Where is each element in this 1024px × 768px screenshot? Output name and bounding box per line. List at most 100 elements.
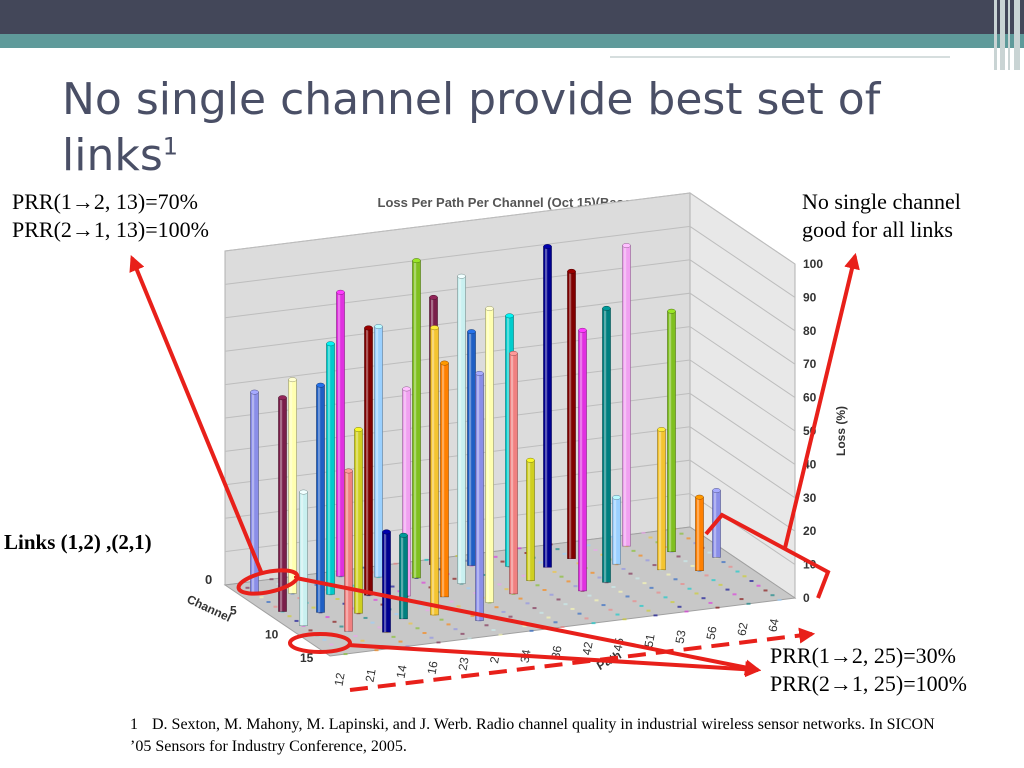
chart-floor-marker <box>535 584 540 587</box>
annotation-no-single-channel-line-1: No single channel <box>802 189 961 214</box>
chart-floor-marker <box>690 564 695 567</box>
chart-bar <box>336 289 345 577</box>
chart-floor-marker <box>562 552 567 555</box>
chart-floor-marker <box>322 638 327 641</box>
chart-floor-marker <box>370 621 375 624</box>
chart-floor-marker <box>552 570 557 573</box>
chart-bar-highlight <box>487 308 490 603</box>
annotation-no-single-channel-line-2: good for all links <box>802 217 953 242</box>
chart-floor-marker <box>590 571 595 574</box>
chart-floor-marker <box>521 574 526 577</box>
chart-bar <box>326 341 335 595</box>
arrow-to-prr-25-b <box>347 643 762 678</box>
corner-decoration <box>990 0 1024 70</box>
chart-bar <box>299 489 308 626</box>
chart-floor-marker <box>266 601 271 603</box>
chart-floor-marker <box>732 593 737 596</box>
chart-floor-marker <box>377 626 382 629</box>
annotation-prr-13-line-1: PRR(1→2, 13)=70% <box>12 189 198 214</box>
chart-bar-top <box>467 329 476 335</box>
chart-bar-top <box>374 324 383 330</box>
chart-bar <box>509 350 518 595</box>
chart-bar-front <box>457 275 466 584</box>
annotation-prr-13: PRR(1→2, 13)=70% PRR(2→1, 13)=100% <box>12 188 209 244</box>
path-tick-label: 56 <box>704 625 720 641</box>
arrow-to-no-single-channel <box>783 252 860 549</box>
chart-bar-top <box>712 488 721 493</box>
chart-floor-marker <box>329 643 334 646</box>
chart-bar-highlight <box>511 353 514 594</box>
chart-gridline <box>224 192 796 265</box>
chart-bar <box>543 244 552 568</box>
chart-floor-marker <box>308 629 313 632</box>
chart-floor-marker <box>601 604 606 607</box>
chart-bar-front <box>399 534 408 620</box>
chart-floor-marker <box>497 583 502 586</box>
chart-bar-highlight <box>545 246 548 568</box>
chart-bar-front <box>344 470 353 632</box>
chart-floor-marker <box>676 555 681 558</box>
chart-floor-marker <box>269 578 274 581</box>
chart-bar-top <box>344 468 353 474</box>
chart-floor-marker <box>452 577 457 580</box>
chart-bar-front <box>467 331 476 566</box>
chart-bar-top <box>430 325 439 331</box>
chart-floor-marker <box>718 583 723 586</box>
chart-floor-marker <box>460 632 465 635</box>
annotation-prr-25: PRR(1→2, 25)=30% PRR(2→1, 25)=100% <box>770 642 967 698</box>
highlight-ellipse-13 <box>236 568 300 596</box>
chart-floor-marker <box>339 625 344 628</box>
chart-bar <box>288 377 297 594</box>
chart-floor-marker <box>591 622 596 625</box>
chart-bar <box>526 457 535 581</box>
chart-floor-marker <box>335 598 340 600</box>
chart-bar-top <box>250 389 259 395</box>
chart-floor-marker <box>618 590 623 593</box>
chart-bar-highlight <box>477 373 480 621</box>
chart-bar-top <box>509 350 518 356</box>
chart-floor-marker <box>625 595 630 598</box>
chart-floor-marker <box>611 586 616 588</box>
chart-floor-marker <box>446 623 451 626</box>
chart-floor-marker <box>635 577 640 580</box>
chart-bar-highlight <box>624 245 627 547</box>
chart-floor-marker <box>343 653 348 656</box>
chart-floor-marker <box>708 601 713 604</box>
chart-bar-top <box>429 294 438 300</box>
chart-floor-marker <box>715 606 720 609</box>
z-tick-label: 100 <box>803 257 823 271</box>
chart-bar-front <box>364 327 373 596</box>
chart-bar-highlight <box>401 535 404 619</box>
chart-bar-front <box>485 308 494 603</box>
chart-floor-marker <box>639 604 644 607</box>
chart-floor-marker <box>725 588 730 591</box>
chart-floor-marker <box>287 615 292 618</box>
chart-bar-highlight <box>280 397 283 612</box>
chart-bar-front <box>374 326 383 578</box>
chart-floor-marker <box>673 578 678 581</box>
path-tick-label: 12 <box>332 671 348 687</box>
chart-bar-top <box>567 268 576 274</box>
chart-floor-marker <box>470 614 475 617</box>
channel-tick-label: 10 <box>265 627 279 641</box>
chart-floor-marker <box>742 575 747 578</box>
chart-bar-front <box>278 397 287 612</box>
chart-bar-front <box>667 310 676 553</box>
chart-bar-top <box>526 457 535 463</box>
chart-floor-marker <box>456 605 461 608</box>
path-tick-label: 21 <box>363 667 379 683</box>
chart-bar-front <box>543 246 552 568</box>
chart-bar <box>374 324 383 578</box>
channel-tick-label: 15 <box>300 651 314 665</box>
chart-floor-marker <box>391 635 396 638</box>
chart-floor-marker <box>332 620 337 623</box>
chart-floor-marker <box>680 583 685 585</box>
chart-bar <box>382 529 391 633</box>
chart-floor-marker <box>728 565 733 568</box>
channel-axis-label: Channel <box>185 592 234 625</box>
chart-gridline <box>224 225 796 298</box>
chart-floor-marker <box>684 610 689 613</box>
chart-floor-marker <box>735 570 740 573</box>
path-tick-label: 14 <box>394 664 410 680</box>
chart-bar-highlight <box>404 388 407 596</box>
